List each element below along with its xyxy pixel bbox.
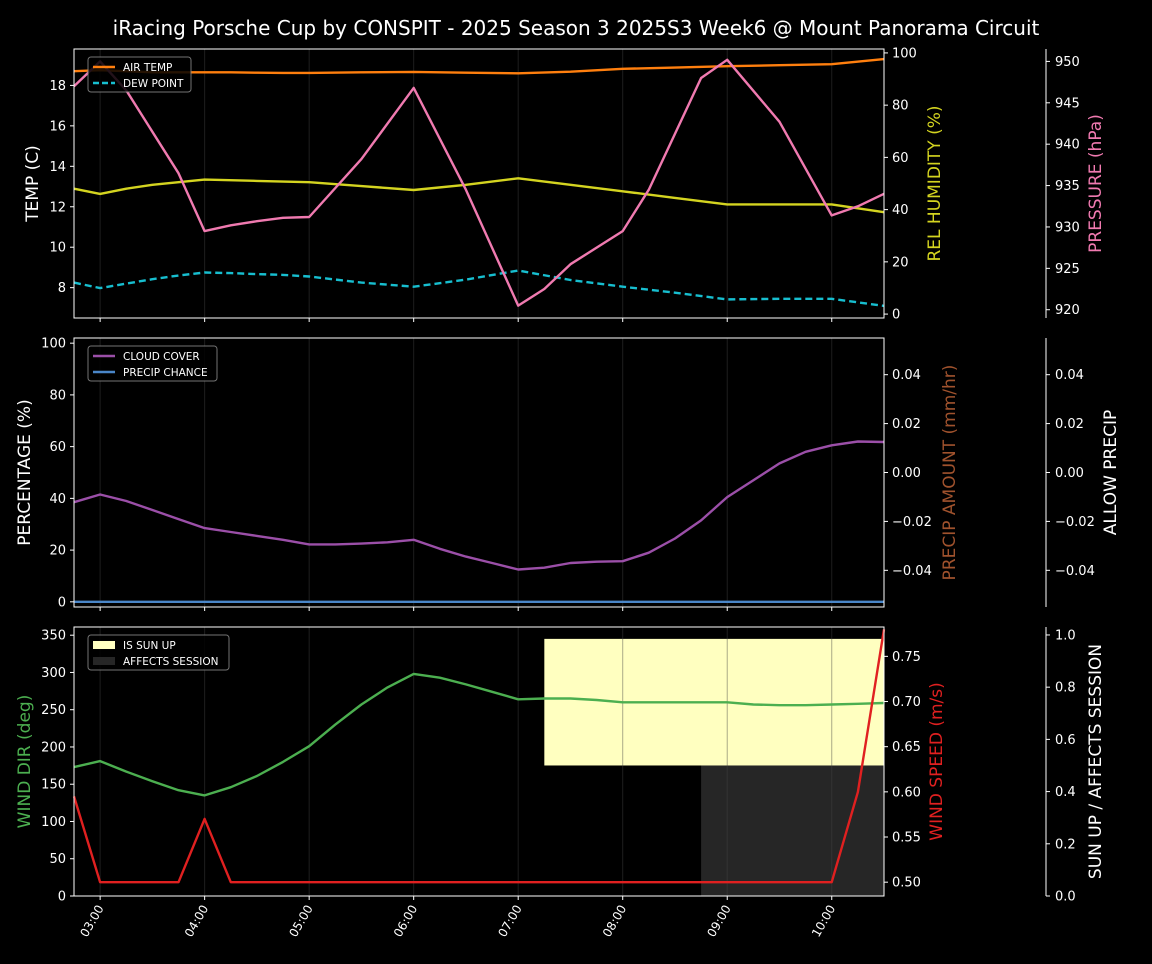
y3-tick-label: −0.04 [1055, 564, 1095, 579]
legend-box [87, 634, 230, 671]
y2-axis-label: WIND SPEED (m/s) [927, 682, 947, 840]
y2-tick-label: 0.04 [892, 368, 921, 383]
legend-label: AFFECTS SESSION [123, 656, 219, 668]
legend-box [87, 345, 218, 382]
y-tick-label: 0 [58, 890, 66, 905]
y2-tick-label: 20 [892, 255, 909, 270]
y-tick-label: 12 [49, 200, 66, 215]
legend-label: PRECIP CHANCE [123, 367, 208, 379]
y2-tick-label: −0.02 [892, 515, 932, 530]
y2-tick-label: 0.60 [892, 785, 921, 800]
y3-tick-label: 0.8 [1055, 681, 1076, 696]
y2-tick-label: 0.02 [892, 417, 921, 432]
series-line [73, 177, 885, 214]
y-tick-label: 250 [41, 703, 66, 718]
y3-tick-label: 0.04 [1055, 368, 1084, 383]
y-axis-label: PERCENTAGE (%) [15, 399, 35, 545]
y2-tick-label: 0 [892, 308, 900, 323]
plot-frame [73, 626, 885, 897]
y-tick-label: 350 [41, 629, 66, 644]
y-tick-label: 10 [49, 241, 66, 256]
y2-tick-label: 0.75 [892, 650, 921, 665]
y3-axis-label: ALLOW PRECIP [1101, 410, 1121, 536]
y-tick-label: 14 [49, 160, 66, 175]
y2-tick-label: 0.55 [892, 831, 921, 846]
y-axis-label: WIND DIR (deg) [15, 695, 35, 829]
series-line [73, 269, 885, 308]
y-tick-label: 80 [49, 388, 66, 403]
plot-frame [73, 48, 885, 319]
legend-label: IS SUN UP [123, 640, 176, 652]
y3-tick-label: 0.00 [1055, 466, 1084, 481]
y-tick-label: 300 [41, 666, 66, 681]
y-tick-label: 200 [41, 740, 66, 755]
affects-session-region [701, 765, 884, 896]
y2-tick-label: 60 [892, 151, 909, 166]
y3-tick-label: 920 [1055, 303, 1080, 318]
y3-tick-label: 0.02 [1055, 417, 1084, 432]
y-tick-label: 50 [49, 852, 66, 867]
y-tick-label: 0 [58, 595, 66, 610]
y2-tick-label: −0.04 [892, 564, 932, 579]
y3-tick-label: −0.02 [1055, 515, 1095, 530]
y2-tick-label: 0.70 [892, 695, 921, 710]
y-tick-label: 16 [49, 119, 66, 134]
panel-wind: 03:00 04:00 05:00 06:00 07:00 08:00 09:00 10:00… [15, 626, 1106, 939]
y3-tick-label: 0.0 [1055, 890, 1076, 905]
legend-label: CLOUD COVER [123, 351, 200, 363]
y2-tick-label: 0.50 [892, 876, 921, 891]
y3-tick-label: 925 [1055, 262, 1080, 277]
y3-tick-label: 930 [1055, 220, 1080, 235]
y3-tick-label: 1.0 [1055, 628, 1076, 643]
y-tick-label: 20 [49, 544, 66, 559]
y2-axis-label: PRECIP AMOUNT (mm/hr) [940, 365, 960, 581]
series-line [73, 58, 885, 307]
y2-tick-label: 0.00 [892, 466, 921, 481]
y2-axis-label: REL HUMIDITY (%) [925, 105, 945, 261]
y3-tick-label: 0.6 [1055, 733, 1076, 748]
y-tick-label: 60 [49, 440, 66, 455]
y-tick-label: 40 [49, 492, 66, 507]
y2-tick-label: 40 [892, 203, 909, 218]
series-line [73, 440, 885, 571]
y2-tick-label: 80 [892, 99, 909, 114]
y-tick-label: 8 [58, 281, 66, 296]
y2-tick-label: 100 [892, 46, 917, 61]
y-tick-label: 150 [41, 778, 66, 793]
legend-label: DEW POINT [123, 78, 184, 90]
y-axis-label: TEMP (C) [23, 145, 43, 223]
y3-tick-label: 945 [1055, 96, 1080, 111]
y2-tick-label: 0.65 [892, 740, 921, 755]
y3-tick-label: 940 [1055, 138, 1080, 153]
y3-tick-label: 0.2 [1055, 837, 1076, 852]
legend-swatch [93, 641, 115, 649]
legend-label: AIR TEMP [123, 62, 172, 74]
y3-axis-label: PRESSURE (hPa) [1086, 114, 1106, 253]
y3-axis-label: SUN UP / AFFECTS SESSION [1086, 644, 1106, 879]
y-tick-label: 100 [41, 337, 66, 352]
y3-tick-label: 935 [1055, 179, 1080, 194]
panel-precipitation: 0 20 40 60 80 100 −0.04 −0.02 0.00 0.02 0.04 −0.04 −… [15, 337, 1121, 611]
chart-title: iRacing Porsche Cup by CONSPIT - 2025 Se… [113, 16, 1040, 40]
legend-swatch [93, 657, 115, 665]
y3-tick-label: 950 [1055, 55, 1080, 70]
series-line [72, 629, 886, 884]
panel-temperature: 8 10 12 14 16 18 0 20 40 60 80 100 920 925 930 935 940 94… [23, 46, 1106, 322]
y-tick-label: 18 [49, 79, 66, 94]
y-tick-label: 100 [41, 815, 66, 830]
series-line [73, 672, 885, 797]
y3-tick-label: 0.4 [1055, 785, 1076, 800]
